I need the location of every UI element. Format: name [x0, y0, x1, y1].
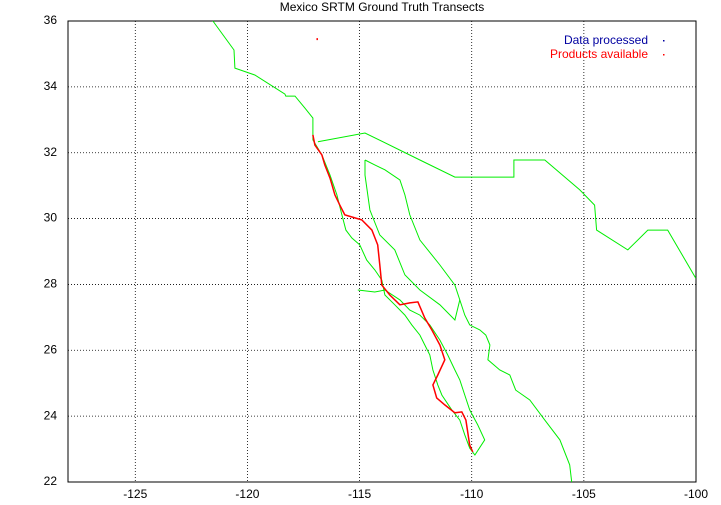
series-line [317, 132, 697, 279]
y-tick-label: 22 [44, 474, 58, 488]
series-line [312, 134, 474, 453]
y-tick-label: 24 [44, 408, 58, 422]
x-tick-label: -105 [572, 487, 596, 501]
legend-label: Data processed [564, 33, 648, 47]
series-line [364, 160, 461, 321]
x-tick-label: -110 [460, 487, 483, 501]
y-tick-label: 32 [44, 145, 58, 159]
y-tick-label: 30 [44, 211, 58, 225]
legend-swatch [663, 40, 665, 42]
legend-label: Products available [550, 47, 648, 61]
chart-title: Mexico SRTM Ground Truth Transects [280, 0, 485, 14]
plot-frame [67, 20, 697, 483]
x-tick-label: -120 [235, 487, 259, 501]
point [316, 38, 318, 41]
series-line [364, 159, 573, 483]
y-tick-label: 36 [44, 13, 58, 27]
y-tick-label: 28 [44, 277, 58, 291]
series-line [212, 20, 486, 456]
x-tick-label: -115 [348, 487, 371, 501]
x-tick-label: -100 [684, 487, 708, 501]
y-tick-label: 34 [44, 79, 58, 93]
y-tick-label: 26 [44, 342, 58, 356]
x-tick-label: -125 [123, 487, 147, 501]
legend-swatch [663, 54, 665, 56]
